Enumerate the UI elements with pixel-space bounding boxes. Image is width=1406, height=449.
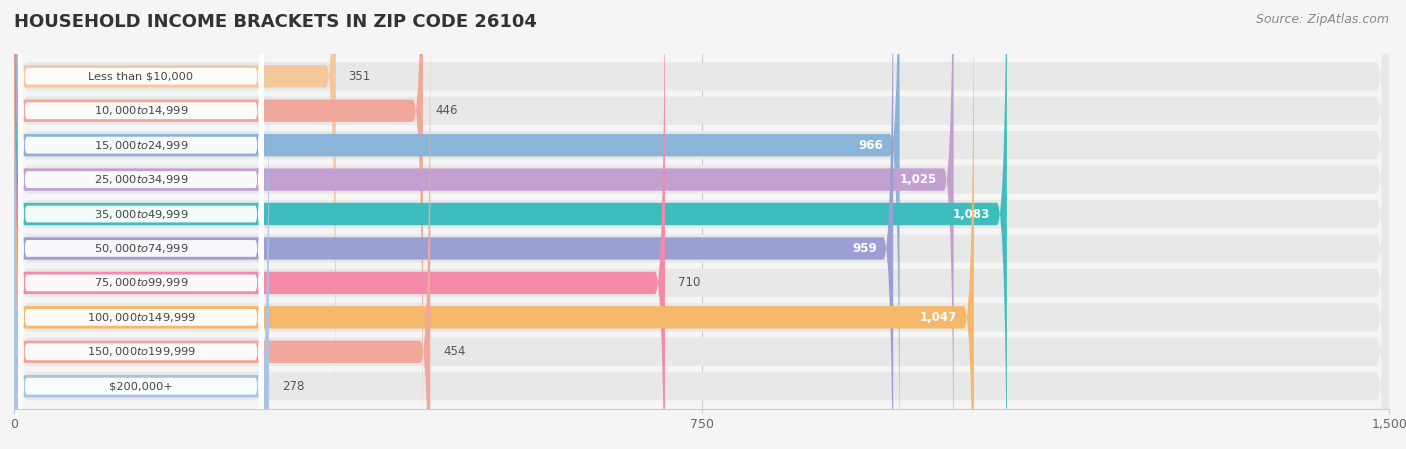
FancyBboxPatch shape (18, 0, 263, 378)
FancyBboxPatch shape (14, 0, 1389, 449)
Text: 966: 966 (858, 139, 883, 152)
FancyBboxPatch shape (18, 16, 263, 449)
Text: $50,000 to $74,999: $50,000 to $74,999 (94, 242, 188, 255)
FancyBboxPatch shape (14, 18, 269, 449)
FancyBboxPatch shape (18, 0, 263, 449)
FancyBboxPatch shape (14, 0, 665, 449)
FancyBboxPatch shape (18, 0, 263, 412)
FancyBboxPatch shape (14, 0, 1389, 449)
FancyBboxPatch shape (18, 0, 263, 449)
Text: Less than $10,000: Less than $10,000 (89, 71, 194, 81)
FancyBboxPatch shape (18, 50, 263, 449)
FancyBboxPatch shape (14, 0, 900, 449)
FancyBboxPatch shape (14, 0, 1007, 449)
FancyBboxPatch shape (14, 0, 1389, 449)
Text: 278: 278 (281, 380, 304, 393)
Text: HOUSEHOLD INCOME BRACKETS IN ZIP CODE 26104: HOUSEHOLD INCOME BRACKETS IN ZIP CODE 26… (14, 13, 537, 31)
Text: 454: 454 (443, 345, 465, 358)
Text: 351: 351 (349, 70, 371, 83)
FancyBboxPatch shape (14, 0, 1389, 449)
FancyBboxPatch shape (14, 0, 953, 449)
FancyBboxPatch shape (14, 0, 1389, 449)
Text: $75,000 to $99,999: $75,000 to $99,999 (94, 277, 188, 290)
FancyBboxPatch shape (14, 0, 1389, 449)
FancyBboxPatch shape (14, 0, 430, 449)
Text: Source: ZipAtlas.com: Source: ZipAtlas.com (1256, 13, 1389, 26)
Text: $150,000 to $199,999: $150,000 to $199,999 (87, 345, 195, 358)
FancyBboxPatch shape (14, 0, 1389, 449)
Text: $200,000+: $200,000+ (110, 381, 173, 391)
Text: 1,083: 1,083 (953, 207, 990, 220)
Text: 1,025: 1,025 (900, 173, 938, 186)
FancyBboxPatch shape (14, 0, 336, 444)
FancyBboxPatch shape (14, 0, 974, 449)
FancyBboxPatch shape (14, 0, 1389, 449)
FancyBboxPatch shape (18, 0, 263, 449)
Text: 1,047: 1,047 (920, 311, 957, 324)
FancyBboxPatch shape (14, 0, 1389, 449)
FancyBboxPatch shape (14, 0, 893, 449)
FancyBboxPatch shape (14, 0, 1389, 449)
FancyBboxPatch shape (18, 85, 263, 449)
Text: $35,000 to $49,999: $35,000 to $49,999 (94, 207, 188, 220)
FancyBboxPatch shape (14, 0, 423, 449)
Text: $25,000 to $34,999: $25,000 to $34,999 (94, 173, 188, 186)
Text: $15,000 to $24,999: $15,000 to $24,999 (94, 139, 188, 152)
Text: 959: 959 (852, 242, 877, 255)
FancyBboxPatch shape (18, 0, 263, 449)
Text: $10,000 to $14,999: $10,000 to $14,999 (94, 104, 188, 117)
Text: $100,000 to $149,999: $100,000 to $149,999 (87, 311, 195, 324)
FancyBboxPatch shape (18, 0, 263, 447)
Text: 710: 710 (678, 277, 700, 290)
Text: 446: 446 (436, 104, 458, 117)
